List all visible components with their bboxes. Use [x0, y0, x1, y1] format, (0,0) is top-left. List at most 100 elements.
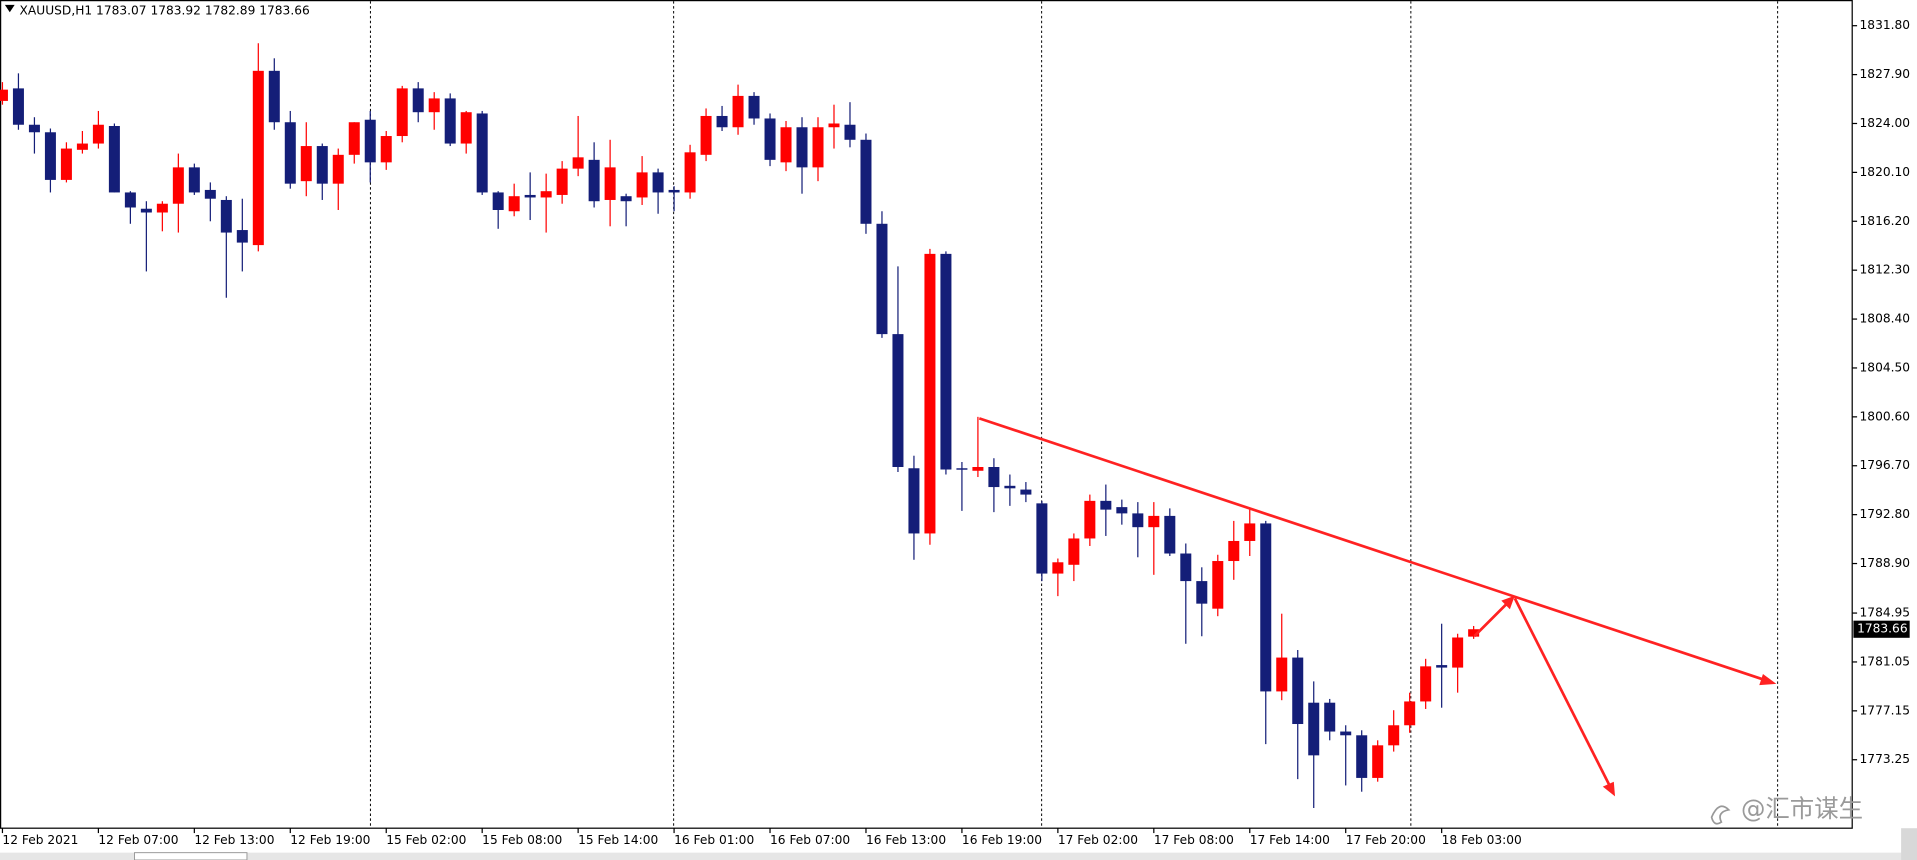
candle-body [1212, 561, 1224, 609]
candle-body [828, 123, 840, 128]
candle-body [1164, 515, 1176, 554]
candle-body [1004, 485, 1016, 489]
candle-body [316, 146, 328, 184]
tab[interactable] [133, 852, 248, 860]
candle-body [124, 192, 136, 208]
candle-body [236, 230, 248, 243]
x-tick-label: 12 Feb 19:00 [290, 833, 370, 847]
arrow-head [1759, 674, 1777, 686]
candle-body [876, 223, 888, 335]
candle-body [1436, 665, 1448, 668]
candle-body [204, 189, 216, 199]
x-tick-label: 16 Feb 01:00 [674, 833, 754, 847]
watermark: @汇市谋生 [1710, 794, 1863, 825]
y-tick-label: 1831.80 [1860, 18, 1911, 32]
candle-body [396, 88, 408, 137]
candle-body [524, 194, 536, 198]
trend-line [978, 417, 1766, 682]
x-tick-label: 17 Feb 14:00 [1250, 833, 1330, 847]
candle-body [156, 203, 168, 213]
candle-body [508, 196, 520, 212]
y-tick-label: 1777.15 [1860, 703, 1911, 717]
candle-body [1452, 637, 1464, 668]
y-tick-label: 1820.10 [1860, 165, 1911, 179]
candle-body [620, 196, 632, 202]
candle-body [588, 159, 600, 202]
candle-body [1148, 515, 1160, 528]
candle-body [140, 208, 152, 213]
tab-bar [0, 852, 1917, 860]
watermark-icon [1710, 805, 1731, 825]
y-tick-label: 1788.90 [1860, 556, 1911, 570]
candle-body [748, 95, 760, 119]
x-tick-label: 17 Feb 02:00 [1058, 833, 1138, 847]
candle-body [252, 70, 264, 246]
candle-body [1356, 735, 1368, 778]
candle-body [1420, 666, 1432, 702]
price-marker-label: 1783.66 [1857, 622, 1908, 636]
candle-body [60, 148, 72, 180]
candle-body [700, 115, 712, 155]
candle-body [172, 167, 184, 204]
candle-body [796, 127, 808, 168]
candle-body [1100, 500, 1112, 510]
candle-body [1180, 553, 1192, 582]
candle-body [76, 143, 88, 150]
candles [0, 43, 1480, 809]
watermark-text: @汇市谋生 [1741, 794, 1863, 823]
candle-body [188, 167, 200, 193]
y-tick-label: 1800.60 [1860, 409, 1911, 423]
y-tick-label: 1773.25 [1860, 752, 1911, 766]
candle-body [0, 89, 8, 101]
x-tick-label: 12 Feb 2021 [2, 833, 78, 847]
y-tick-label: 1804.50 [1860, 360, 1911, 374]
candle-body [1116, 507, 1128, 514]
price-marker [1853, 620, 1910, 638]
arrow-head [1501, 595, 1515, 610]
candle-body [604, 167, 616, 200]
candle-body [1404, 701, 1416, 726]
candle-body [284, 122, 296, 184]
candle-body [780, 127, 792, 163]
candle-body [636, 172, 648, 198]
candle-body [92, 124, 104, 144]
candle-body [668, 189, 680, 193]
candle-body [1020, 489, 1032, 495]
menu-triangle[interactable] [4, 4, 15, 13]
candle-body [44, 132, 56, 180]
candle-body [412, 88, 424, 113]
candle-body [1276, 657, 1288, 692]
candle-body [1324, 702, 1336, 732]
candle-body [556, 168, 568, 195]
candle-body [492, 192, 504, 210]
x-tick-label: 15 Feb 14:00 [578, 833, 658, 847]
x-tick-label: 12 Feb 13:00 [194, 833, 274, 847]
candle-body [652, 172, 664, 193]
candle-body [1388, 725, 1400, 746]
y-tick-label: 1781.05 [1860, 654, 1911, 668]
candle-body [364, 119, 376, 163]
candle-body [300, 146, 312, 182]
x-tick-label: 16 Feb 13:00 [866, 833, 946, 847]
chart-title: XAUUSD,H1 1783.07 1783.92 1782.89 1783.6… [20, 4, 310, 18]
candle-body [572, 157, 584, 169]
candle-body [1244, 523, 1256, 541]
candle-body [476, 113, 488, 193]
candle-body [908, 468, 920, 534]
candle-body [1084, 500, 1096, 539]
candle-body [28, 124, 40, 133]
candle-body [860, 139, 872, 224]
candle-body [1340, 731, 1352, 736]
arrow-line [1473, 600, 1510, 638]
candle-body [460, 112, 472, 144]
corner [1901, 828, 1917, 860]
candle-body [716, 115, 728, 128]
arrow-line [1513, 597, 1612, 788]
candle-body [764, 118, 776, 160]
candle-body [1068, 538, 1080, 565]
candle-body [540, 191, 552, 198]
y-tick-label: 1808.40 [1860, 312, 1911, 326]
candle-body [1228, 540, 1240, 562]
